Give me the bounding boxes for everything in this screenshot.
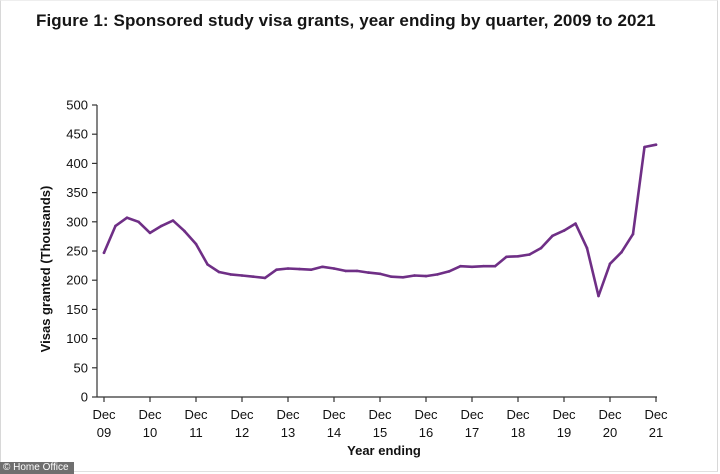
y-tick-label: 0 — [81, 390, 88, 405]
data-point — [401, 276, 405, 279]
data-point — [505, 255, 508, 259]
y-tick-label: 500 — [66, 98, 88, 113]
x-tick-label: Dec — [184, 407, 208, 422]
y-axis-label: Visas granted (Thousands) — [38, 186, 53, 353]
x-tick-label: 14 — [327, 425, 341, 440]
x-tick-label: Dec — [598, 407, 622, 422]
data-point — [263, 276, 267, 280]
y-tick-label: 150 — [66, 302, 88, 317]
data-point — [217, 270, 221, 274]
data-point — [631, 232, 635, 236]
x-tick-label: 11 — [189, 425, 203, 440]
data-point — [275, 268, 278, 272]
x-tick-label: 19 — [557, 425, 571, 440]
x-tick-label: 18 — [511, 425, 525, 440]
data-point — [424, 274, 428, 278]
x-axis: Dec 09 Dec 10 Dec 11 Dec 12 Dec 13 Dec 14 Dec 15 Dec 16… — [92, 396, 668, 440]
y-tick-label: 450 — [66, 127, 88, 142]
y-tick-label: 100 — [66, 331, 88, 346]
data-point — [367, 271, 370, 274]
x-tick-label: Dec — [506, 407, 530, 422]
data-point — [539, 246, 543, 250]
x-tick-label: Dec — [138, 407, 162, 422]
data-point — [355, 269, 359, 273]
x-tick-label: Dec — [414, 407, 438, 422]
data-point — [493, 264, 497, 268]
x-axis-label: Year ending — [347, 443, 421, 458]
x-tick-label: Dec — [552, 407, 576, 422]
data-point — [470, 265, 474, 269]
data-point — [148, 231, 152, 235]
data-point — [240, 274, 244, 277]
x-tick-label: 09 — [97, 425, 111, 440]
data-point — [643, 145, 646, 149]
x-tick-label: 10 — [143, 425, 157, 440]
data-point — [298, 267, 301, 271]
y-tick-label: 350 — [66, 185, 88, 200]
data-point — [459, 264, 462, 268]
y-tick-label: 300 — [66, 214, 88, 229]
y-tick-label: 200 — [66, 273, 88, 288]
x-tick-label: Dec — [276, 407, 300, 422]
x-tick-label: 20 — [603, 425, 617, 440]
x-tick-label: 21 — [649, 425, 663, 440]
data-point — [528, 253, 531, 256]
data-point — [344, 269, 347, 273]
x-tick-label: 12 — [235, 425, 249, 440]
data-point — [321, 265, 324, 269]
y-tick-label: 250 — [66, 244, 88, 259]
data-point — [436, 273, 439, 276]
x-tick-label: 15 — [373, 425, 387, 440]
data-point — [252, 275, 255, 279]
data-point — [482, 264, 485, 268]
data-point — [413, 274, 416, 277]
data-point — [597, 294, 600, 298]
x-tick-label: 17 — [465, 425, 479, 440]
data-point — [102, 251, 106, 255]
data-point — [516, 254, 520, 258]
data-point — [286, 267, 290, 270]
data-point — [114, 224, 117, 228]
data-point — [229, 273, 232, 276]
data-point — [378, 272, 382, 276]
x-tick-label: 13 — [281, 425, 295, 440]
chart-title: Figure 1: Sponsored study visa grants, y… — [36, 11, 656, 30]
data-point — [125, 216, 129, 219]
y-axis: 0 50 100 150 200 250 300 350 400 450 500 — [66, 98, 98, 405]
x-tick-label: Dec — [368, 407, 392, 422]
x-tick-label: Dec — [460, 407, 484, 422]
data-point — [206, 263, 209, 266]
data-point — [608, 262, 612, 266]
data-point — [183, 229, 186, 233]
data-point — [332, 267, 336, 270]
x-tick-label: Dec — [322, 407, 346, 422]
data-point — [447, 270, 451, 273]
series-group — [102, 143, 658, 298]
data-point — [620, 250, 623, 254]
data-point — [562, 229, 566, 232]
x-tick-label: Dec — [230, 407, 254, 422]
data-point — [551, 234, 554, 238]
y-tick-label: 400 — [66, 156, 88, 171]
x-tick-label: Dec — [92, 407, 116, 422]
data-point — [574, 222, 577, 225]
data-point — [309, 268, 313, 272]
x-tick-label: 16 — [419, 425, 433, 440]
data-point — [137, 220, 140, 224]
x-tick-label: Dec — [644, 407, 668, 422]
y-tick-label: 50 — [74, 360, 88, 375]
data-point — [585, 246, 589, 250]
source-credit: © Home Office — [0, 462, 74, 474]
data-point — [194, 242, 198, 246]
data-point — [390, 275, 393, 279]
data-point — [654, 143, 658, 146]
data-point — [171, 219, 175, 222]
data-point — [160, 224, 163, 228]
